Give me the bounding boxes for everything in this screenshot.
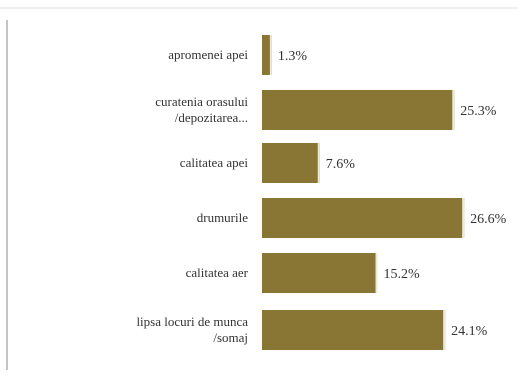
bar-2 <box>262 143 320 183</box>
bar-1 <box>262 90 455 130</box>
bar-edge-5 <box>443 310 446 350</box>
category-label-1: curatenia orasului/depozitarea... <box>155 94 248 125</box>
category-label-4: calitatea aer <box>186 265 249 280</box>
bar-4 <box>262 253 378 293</box>
bar-edge-0 <box>269 35 272 75</box>
category-label-2: calitatea apei <box>180 155 249 170</box>
value-label-1: 25.3% <box>460 104 497 119</box>
category-label-0: apromenei apei <box>168 47 248 62</box>
bar-edge-1 <box>452 90 455 130</box>
category-label-3: drumurile <box>197 210 248 225</box>
bar-edge-3 <box>462 198 465 238</box>
value-label-5: 24.1% <box>451 324 488 339</box>
bar-edge-2 <box>317 143 320 183</box>
bars-layer: apromenei apei 1.3% curatenia orasului/dep… <box>136 35 507 350</box>
bar-5 <box>262 310 446 350</box>
bar-edge-4 <box>375 253 378 293</box>
value-label-2: 7.6% <box>326 157 356 172</box>
bar-0 <box>262 35 272 75</box>
value-label-4: 15.2% <box>384 267 421 282</box>
value-label-3: 26.6% <box>470 212 507 227</box>
bar-3 <box>262 198 465 238</box>
category-label-5: lipsa locuri de munca/somaj <box>136 314 248 345</box>
value-label-0: 1.3% <box>278 49 308 64</box>
